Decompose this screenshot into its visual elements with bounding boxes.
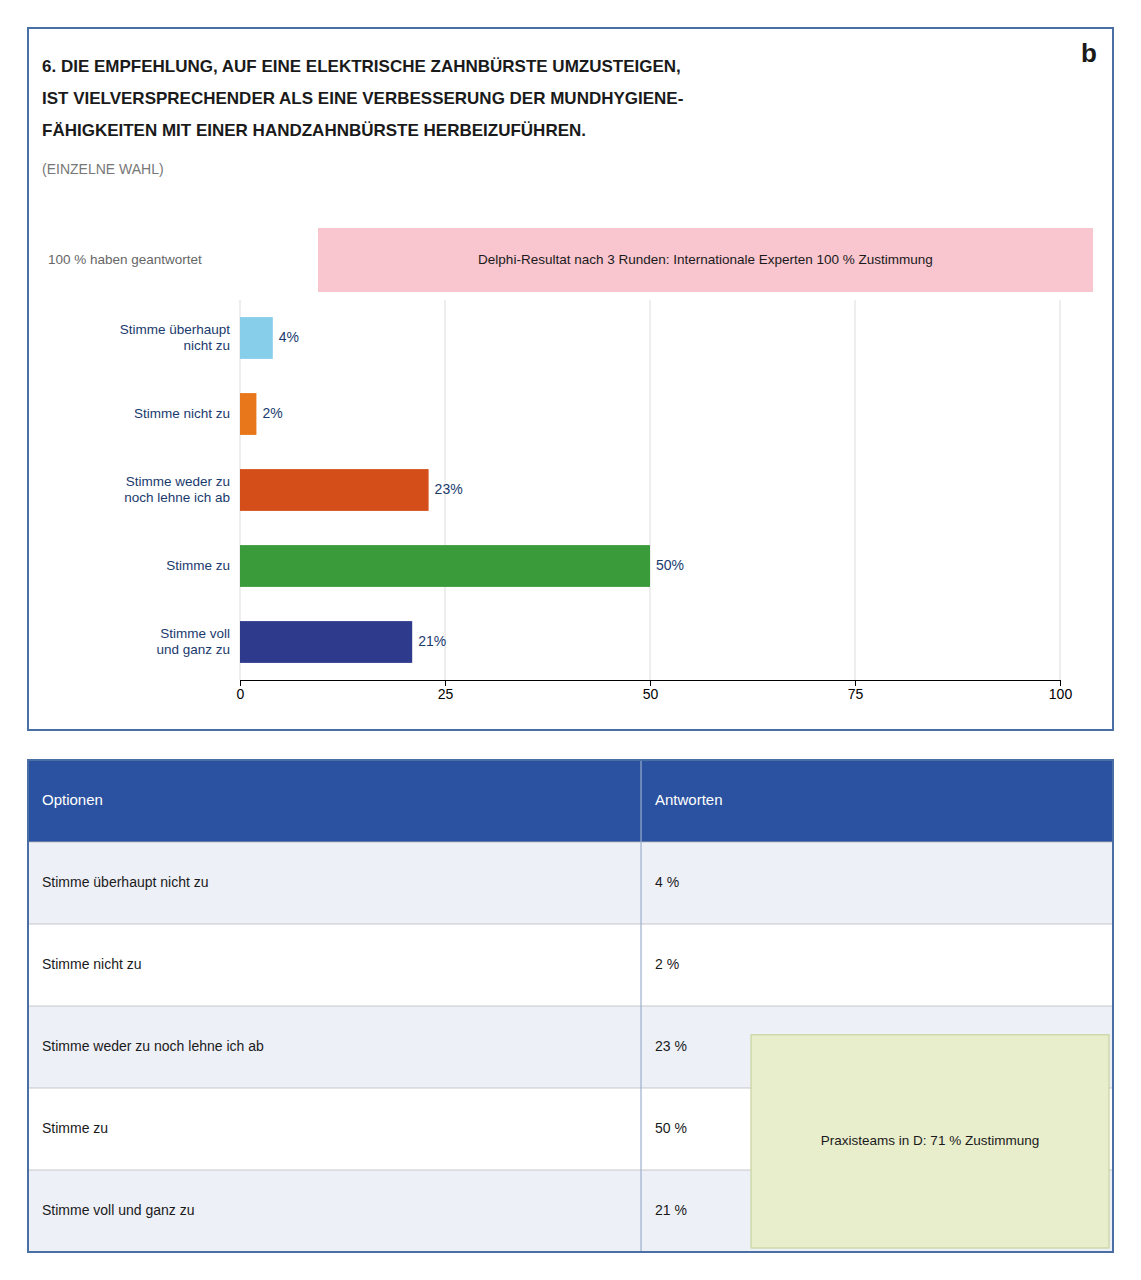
y-tick: Stimme vollund ganz zu	[156, 626, 230, 657]
table-cell: 23 %	[655, 1038, 687, 1054]
table-cell: 2 %	[655, 956, 679, 972]
x-tick: 0	[237, 680, 245, 702]
top-panel	[28, 28, 1113, 730]
bar	[240, 545, 650, 587]
x-tick: 50	[643, 680, 659, 702]
y-tick: Stimme zu	[166, 558, 230, 573]
table-separator	[28, 842, 1113, 843]
table-row	[28, 924, 1113, 1006]
x-tick: 100	[1049, 680, 1073, 702]
x-tick-label: 100	[1049, 686, 1073, 702]
table: Optionen Antworten Stimme überhaupt nicht …	[28, 760, 1113, 1252]
y-tick-label: Stimme überhauptnicht zu	[120, 322, 231, 353]
x-tick-label: 75	[848, 686, 864, 702]
x-axis: 0 25 50 75 100	[237, 680, 1073, 702]
delphi-text: Delphi-Resultat nach 3 Runden: Internati…	[478, 252, 933, 267]
table-divider	[640, 760, 641, 1252]
x-tick-label: 50	[643, 686, 659, 702]
data-label: 21%	[418, 633, 446, 649]
y-tick: Stimme weder zunoch lehne ich ab	[124, 474, 230, 505]
title: 6. DIE EMPFEHLUNG, AUF EINE ELEKTRISCHE …	[42, 57, 681, 76]
y-tick-label: Stimme vollund ganz zu	[156, 626, 230, 657]
bar	[240, 469, 429, 511]
response-rate: 100 % haben geantwortet	[48, 252, 202, 267]
table-cell: 4 %	[655, 874, 679, 890]
x-tick: 75	[848, 680, 864, 702]
data-label: 23%	[435, 481, 463, 497]
y-tick-label: Stimme weder zunoch lehne ich ab	[124, 474, 230, 505]
data-label: 2%	[262, 405, 282, 421]
praxis-text: Praxisteams in D: 71 % Zustimmung	[821, 1133, 1039, 1148]
table-separator	[28, 924, 1113, 925]
table-header-text: Optionen	[42, 791, 103, 808]
table-cell: Stimme voll und ganz zu	[42, 1202, 195, 1218]
grid	[240, 300, 1060, 680]
x-tick: 25	[438, 680, 454, 702]
delphi-box	[318, 228, 1093, 292]
bar	[240, 317, 273, 359]
table-border	[28, 760, 1113, 1252]
table-row	[28, 842, 1113, 924]
data-label: 4%	[279, 329, 299, 345]
bar	[240, 393, 256, 435]
table-cell: Stimme weder zu noch lehne ich ab	[42, 1038, 264, 1054]
table-cell: 50 %	[655, 1120, 687, 1136]
data-label: 50%	[656, 557, 684, 573]
grid-line	[855, 300, 856, 680]
y-tick: Stimme nicht zu	[134, 406, 230, 421]
praxis-box	[751, 1035, 1109, 1248]
corner-label: b	[1081, 38, 1097, 68]
grid-line	[650, 300, 651, 680]
bars	[240, 317, 650, 663]
table-header-text: Antworten	[655, 791, 723, 808]
table-cell: Stimme zu	[42, 1120, 108, 1136]
table-cell: Stimme überhaupt nicht zu	[42, 874, 209, 890]
y-axis: Stimme überhauptnicht zu Stimme nicht zu S…	[120, 322, 231, 657]
y-tick: Stimme überhauptnicht zu	[120, 322, 231, 353]
table-cell: 21 %	[655, 1202, 687, 1218]
table-header	[28, 760, 1113, 842]
title: IST VIELVERSPRECHENDER ALS EINE VERBESSE…	[42, 89, 683, 108]
y-tick-label: Stimme nicht zu	[134, 406, 230, 421]
table-cell: Stimme nicht zu	[42, 956, 142, 972]
chart-svg: b 6. DIE EMPFEHLUNG, AUF EINE ELEKTRISCHE…	[0, 0, 1141, 1280]
x-tick-label: 0	[237, 686, 245, 702]
y-tick-label: Stimme zu	[166, 558, 230, 573]
x-tick-label: 25	[438, 686, 454, 702]
table-separator	[28, 1006, 1113, 1007]
title: FÄHIGKEITEN MIT EINER HANDZAHNBÜRSTE HER…	[42, 121, 586, 140]
bar	[240, 621, 412, 663]
data-labels: 4% 2% 23% 50% 21%	[262, 329, 684, 649]
subtitle: (EINZELNE WAHL)	[42, 161, 164, 177]
grid-line	[1060, 300, 1061, 680]
table-panel	[28, 760, 1113, 1252]
